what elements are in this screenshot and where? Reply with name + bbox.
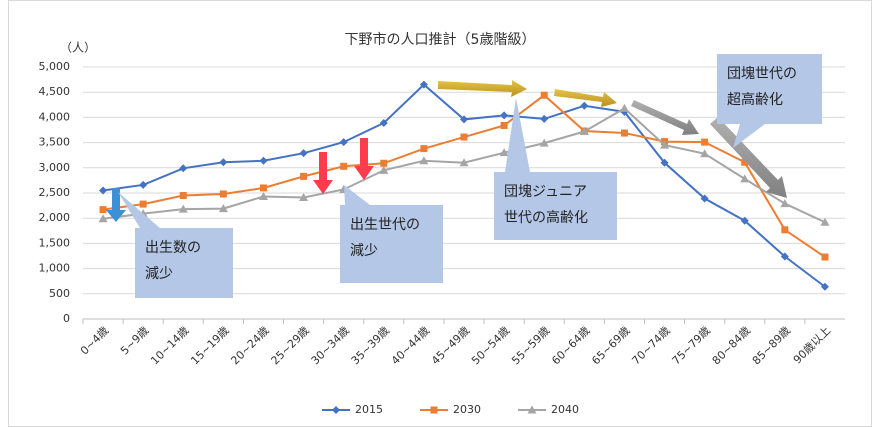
y-tick-label: 1,000 [39,262,71,275]
point [700,149,710,158]
callout-text: 減少 [350,242,378,259]
callout-text: 団塊ジュニア [504,184,587,200]
point [430,406,438,414]
point [300,172,308,180]
chart-title: 下野市の人口推計（5歳階級） [345,31,536,48]
point [99,206,107,214]
legend-label: 2015 [355,403,383,416]
y-tick-label: 500 [49,287,70,300]
point [527,405,537,414]
arrow [313,152,333,194]
point [419,80,428,89]
callout-box [717,54,822,124]
point [660,140,670,149]
point [821,253,829,261]
point [259,184,267,192]
point [459,158,469,167]
point [579,127,589,136]
point [178,204,188,213]
point [500,121,508,129]
callout-text: 出生数の [145,240,201,256]
point [139,200,147,208]
point [419,156,429,165]
point [219,190,227,198]
point [701,138,709,146]
point [540,114,549,123]
callout-box [494,172,617,240]
point [620,129,628,137]
point [539,138,549,147]
point [780,199,790,208]
point [780,252,789,261]
y-tick-label: 3,000 [39,161,71,174]
arrow [438,80,527,97]
y-tick-label: 3,500 [39,136,71,149]
callout-text: 世代の高齢化 [504,209,588,226]
callout-pointer [118,192,160,228]
point [580,101,589,110]
y-unit: （人） [60,41,96,55]
point [700,194,709,203]
y-tick-label: 2,000 [39,211,71,224]
y-tick-label: 5,000 [39,60,71,73]
point [332,406,340,414]
point [299,193,309,202]
callout-box [135,228,233,298]
point [781,226,789,234]
callout-text: 超高齢化 [727,91,783,108]
arrow [354,138,374,180]
point [139,180,148,189]
point [540,91,548,99]
arrow [106,188,126,222]
point [259,156,268,165]
callout-text: 出生世代の [350,217,420,233]
arrow [710,117,787,198]
point [460,133,468,141]
point [500,111,509,120]
callout-pointer [344,185,370,205]
legend: 2015 2030 2040 [322,403,579,416]
arrows [106,80,787,222]
point [499,148,509,157]
point [379,118,388,127]
point [179,164,188,173]
point [99,186,108,195]
point [218,204,228,213]
callout-pointer [505,98,530,172]
arrow [631,100,699,135]
point [98,214,108,223]
point [660,158,669,167]
point [380,159,388,167]
y-tick-label: 4,000 [39,110,71,123]
y-tick-label: 0 [63,312,70,325]
point [619,103,629,112]
point [339,138,348,147]
point [179,192,187,200]
point [460,115,468,124]
point [740,216,749,225]
point [340,162,348,170]
point [420,145,428,153]
point [741,158,749,166]
legend-label: 2040 [551,403,579,416]
point [299,149,308,158]
callout-pointer [733,124,765,148]
arrow [554,89,617,107]
callout-box [340,205,443,283]
y-tick-label: 4,500 [39,85,71,98]
y-tick-label: 1,500 [39,236,71,249]
callout-text: 減少 [145,265,173,282]
point [820,282,829,291]
legend-label: 2030 [453,403,481,416]
point [740,174,750,183]
point [258,192,268,201]
point [820,217,830,226]
callout-text: 団塊世代の [727,66,797,82]
point [219,158,228,167]
series [98,103,830,226]
y-tick-label: 2,500 [39,186,71,199]
point [379,165,389,174]
